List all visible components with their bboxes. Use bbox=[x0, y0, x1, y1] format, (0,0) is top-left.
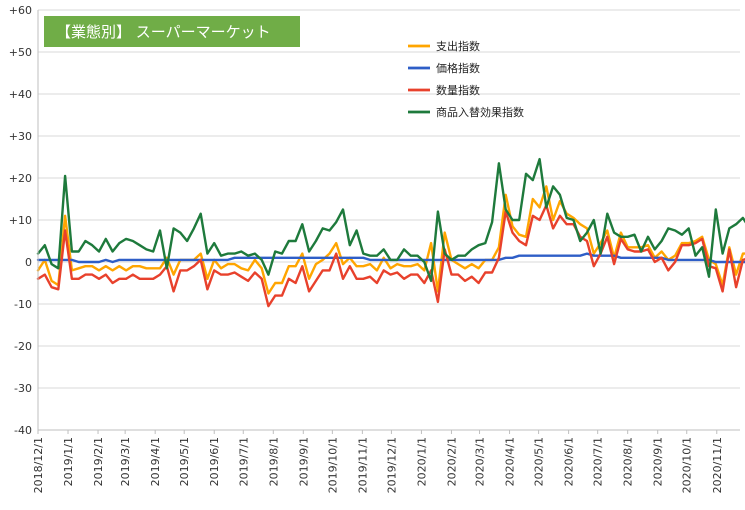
x-tick-label: 2019/6/1 bbox=[208, 437, 221, 486]
chart-title-box: 【業態別】 スーパーマーケット bbox=[44, 16, 300, 47]
y-tick-label: +40 bbox=[9, 88, 32, 101]
x-tick-label: 2019/2/1 bbox=[92, 437, 105, 486]
y-tick-label: +10 bbox=[9, 214, 32, 227]
x-tick-label: 2019/3/1 bbox=[119, 437, 132, 486]
y-axis-ticks: +60 +50 +40 +30 +20 +10 0 -10 -20 -30 -40 bbox=[9, 4, 32, 437]
x-tick-label: 2020/3/1 bbox=[474, 437, 487, 486]
x-tick-label: 2019/8/1 bbox=[267, 437, 280, 486]
x-tick-label: 2019/1/1 bbox=[62, 437, 75, 486]
y-tick-label: -40 bbox=[14, 424, 32, 437]
x-tick-label: 2020/5/1 bbox=[533, 437, 546, 486]
x-tick-label: 2019/5/1 bbox=[178, 437, 191, 486]
gridlines bbox=[38, 9, 740, 431]
y-tick-label: +20 bbox=[9, 172, 32, 185]
series-lines bbox=[36, 157, 745, 308]
x-tick-label: 2020/4/1 bbox=[504, 437, 517, 486]
chart-title-background bbox=[44, 16, 300, 47]
legend-label: 支出指数 bbox=[436, 39, 480, 53]
x-tick-label: 2019/7/1 bbox=[237, 437, 250, 486]
x-tick-label: 2019/9/1 bbox=[297, 437, 310, 486]
x-tick-label: 2020/6/1 bbox=[563, 437, 576, 486]
x-tick-label: 2020/9/1 bbox=[652, 437, 665, 486]
series-line bbox=[36, 185, 745, 295]
y-tick-label: -20 bbox=[14, 340, 32, 353]
x-axis-ticks: 2018/12/1 2019/1/1 2019/2/1 2019/3/1 2019/4/… bbox=[32, 430, 724, 493]
series-line bbox=[36, 157, 745, 283]
x-tick-label: 2020/2/1 bbox=[445, 437, 458, 486]
chart-title: 【業態別】 スーパーマーケット bbox=[56, 23, 271, 41]
legend-label: 価格指数 bbox=[436, 61, 480, 75]
x-tick-label: 2020/11/1 bbox=[711, 437, 724, 493]
legend-label: 商品入替効果指数 bbox=[436, 105, 524, 119]
x-tick-label: 2019/4/1 bbox=[149, 437, 162, 486]
y-tick-label: +60 bbox=[9, 4, 32, 17]
y-tick-label: 0 bbox=[25, 256, 32, 269]
x-tick-label: 2020/7/1 bbox=[592, 437, 605, 486]
series-line bbox=[36, 252, 745, 264]
x-tick-label: 2019/12/1 bbox=[385, 437, 398, 493]
legend-label: 数量指数 bbox=[436, 83, 480, 97]
y-tick-label: -10 bbox=[14, 298, 32, 311]
y-tick-label: +30 bbox=[9, 130, 32, 143]
x-tick-label: 2020/1/1 bbox=[415, 437, 428, 486]
series-line bbox=[36, 204, 745, 308]
x-tick-label: 2019/10/1 bbox=[326, 437, 339, 493]
y-tick-label: +50 bbox=[9, 46, 32, 59]
y-tick-label: -30 bbox=[14, 382, 32, 395]
x-tick-label: 2019/11/1 bbox=[356, 437, 369, 493]
x-tick-label: 2020/10/1 bbox=[681, 437, 694, 493]
x-tick-label: 2020/8/1 bbox=[622, 437, 635, 486]
x-tick-label: 2018/12/1 bbox=[32, 437, 45, 493]
axes bbox=[37, 10, 740, 431]
